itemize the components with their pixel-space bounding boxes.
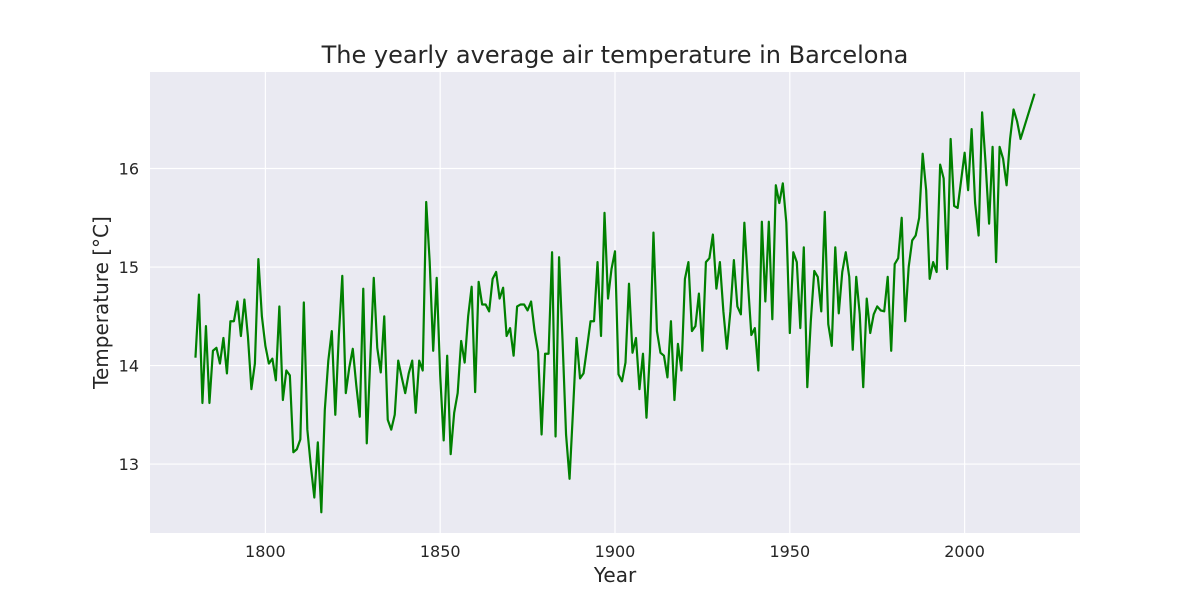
y-tick-label: 14 — [119, 357, 139, 376]
x-axis-label: Year — [593, 563, 637, 587]
temperature-line — [194, 93, 1036, 514]
tick-labels: 1800 1850 1900 1950 2000 13 14 15 16 — [119, 160, 985, 561]
chart-title: The yearly average air temperature in Ba… — [321, 41, 909, 69]
y-tick-label: 15 — [119, 258, 139, 277]
y-tick-label: 16 — [119, 160, 139, 179]
data-layer — [194, 93, 1036, 514]
y-tick-label: 13 — [119, 455, 139, 474]
y-axis-label: Temperature [°C] — [89, 216, 113, 390]
x-tick-label: 1900 — [595, 542, 636, 561]
x-tick-label: 2000 — [944, 542, 985, 561]
x-tick-label: 1950 — [769, 542, 810, 561]
x-tick-label: 1800 — [245, 542, 286, 561]
x-tick-label: 1850 — [420, 542, 461, 561]
